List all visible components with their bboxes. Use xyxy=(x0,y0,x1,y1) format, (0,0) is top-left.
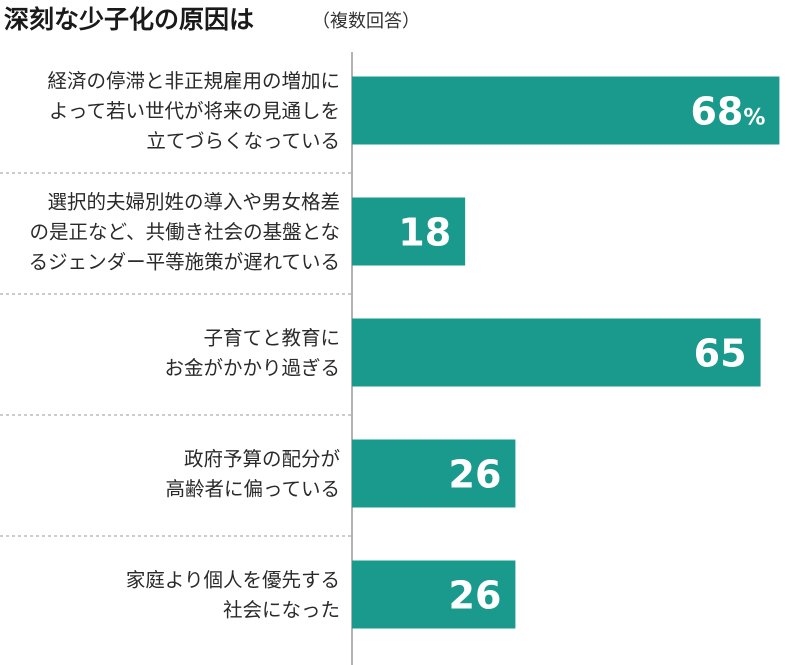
bar xyxy=(352,560,516,629)
chart-title: 深刻な少子化の原因は xyxy=(4,5,254,34)
category-label: 社会になった xyxy=(223,599,340,622)
category-label: 経済の停滞と非正規雇用の増加に xyxy=(47,70,340,93)
bar xyxy=(352,439,516,508)
bar xyxy=(352,197,466,266)
category-label: 政府予算の配分が xyxy=(184,448,340,471)
category-label: 高齢者に偏っている xyxy=(165,478,340,501)
category-label: るジェンダー平等施策が遅れている xyxy=(29,251,340,274)
category-label: 家庭より個人を優先する xyxy=(126,569,340,592)
category-label: お金がかかり過ぎる xyxy=(164,357,340,380)
category-label: 子育てと教育に xyxy=(203,327,340,350)
value-label: 26 xyxy=(449,574,502,618)
value-unit: % xyxy=(743,106,765,131)
category-label: 立てづらくなっている xyxy=(146,130,340,153)
chart-rows: 経済の停滞と非正規雇用の増加によって若い世代が将来の見通しを立てづらくなっている… xyxy=(0,70,780,629)
chart-subtitle: （複数回答） xyxy=(312,11,420,32)
bar xyxy=(352,318,761,387)
value-label: 26 xyxy=(449,453,502,497)
value-label: 18 xyxy=(398,211,451,255)
bar xyxy=(352,76,780,145)
category-label: 選択的夫婦別姓の導入や男女格差 xyxy=(47,191,340,214)
category-label: よって若い世代が将来の見通しを xyxy=(49,100,340,123)
category-label: の是正など、共働き社会の基盤とな xyxy=(30,221,340,244)
value-label: 65 xyxy=(694,332,747,376)
